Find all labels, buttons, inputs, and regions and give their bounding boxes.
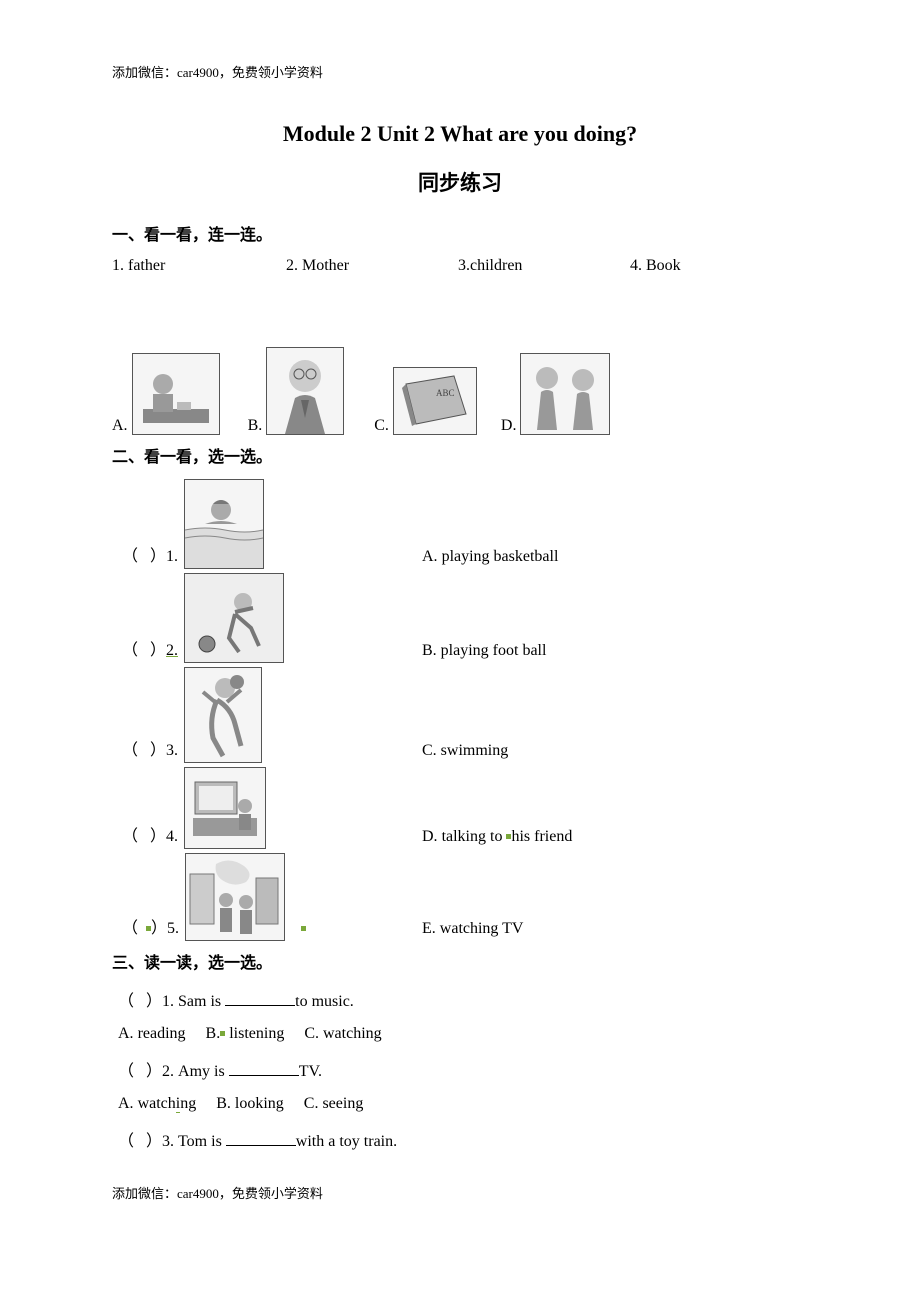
s1-word2-num: 2. <box>286 257 298 275</box>
s2-q3-paren: （ ）3. <box>122 736 178 763</box>
s3-q3-num: 3. <box>162 1133 174 1150</box>
s3-q3: （ ）3. Tom is with a toy train. <box>118 1127 808 1151</box>
s3-q2-oC: seeing <box>322 1095 363 1112</box>
accent-dot-icon <box>146 926 151 931</box>
s1-word1: father <box>128 257 165 275</box>
s2-a5: watching TV <box>440 920 524 937</box>
section1-heading: 一、看一看，连一连。 <box>112 221 808 245</box>
footer-note: 添加微信：car4900，免费领小学资料 <box>112 1183 808 1202</box>
s1-imgB-label: B. <box>248 417 263 435</box>
s1-word1-num: 1. <box>112 257 124 275</box>
title-chinese: 同步练习 <box>112 167 808 197</box>
s2-a3: swimming <box>441 742 509 759</box>
s2-a2: playing foot ball <box>441 642 547 659</box>
s3-q1-oA: reading <box>138 1025 186 1042</box>
s1-word4: Book <box>646 257 681 275</box>
s3-q1-stem-a: Sam is <box>178 993 225 1010</box>
svg-text:ABC: ABC <box>436 388 455 398</box>
s1-imgC: ABC <box>393 367 477 435</box>
s2-a4: talking to <box>442 828 507 845</box>
s2-row4: （ ）4. D. talking to his friend <box>112 767 808 849</box>
s3-q2-oB-l: B. <box>216 1095 231 1112</box>
s1-imgC-label: C. <box>374 417 389 435</box>
s2-row5: （ ）5. E. watching TV <box>112 853 808 941</box>
s3-q2-oC-l: C. <box>304 1095 319 1112</box>
s2-img4 <box>184 767 266 849</box>
s3-q2-oB: looking <box>235 1095 284 1112</box>
s1-imgA-label: A. <box>112 417 128 435</box>
s2-a2-label: B. <box>422 642 437 659</box>
s2-img3 <box>184 667 262 763</box>
s2-a3-label: C. <box>422 742 437 759</box>
s1-imgD <box>520 353 610 435</box>
s1-imgB <box>266 347 344 435</box>
s2-img1 <box>184 479 264 569</box>
s2-q1-num: 1. <box>166 548 178 565</box>
s3-q1-num: 1. <box>162 993 174 1010</box>
title-english: Module 2 Unit 2 What are you doing? <box>112 121 808 147</box>
s2-q1-paren: （ ）1. <box>122 542 178 569</box>
s2-q5-num: 5. <box>167 920 179 937</box>
s3-q1-oB-l: B. <box>206 1025 221 1042</box>
s2-row1: （ ）1. A. playing basketball <box>112 479 808 569</box>
blank-line <box>225 989 295 1006</box>
s2-row2: （ ）2. B. playing foot ball <box>112 573 808 663</box>
s2-a1-label: A. <box>422 548 438 565</box>
s2-img2 <box>184 573 284 663</box>
blank-line <box>229 1059 299 1076</box>
s2-q4-num: 4. <box>166 828 178 845</box>
s2-a4b: his friend <box>511 828 572 845</box>
section1-images: A. B. C. ABC D. <box>112 347 808 435</box>
s3-q3-stem-a: Tom is <box>178 1133 226 1150</box>
s3-q1-oB: listening <box>225 1025 284 1042</box>
s2-q2-num: 2. <box>166 642 178 659</box>
blank-line <box>226 1129 296 1146</box>
s3-q2-opts: A. watching B. looking C. seeing <box>118 1095 808 1113</box>
accent-dot-icon <box>301 926 306 931</box>
s1-imgD-label: D. <box>501 417 517 435</box>
s2-a1: playing basketball <box>442 548 559 565</box>
section3-heading: 三、读一读，选一选。 <box>112 949 808 973</box>
s3-q1-stem-b: to music. <box>295 993 354 1010</box>
s3-q2-num: 2. <box>162 1063 174 1080</box>
s1-word4-num: 4. <box>630 257 642 275</box>
s1-imgA <box>132 353 220 435</box>
s3-q1-oC: watching <box>323 1025 382 1042</box>
s2-q4-paren: （ ）4. <box>122 822 178 849</box>
section2-heading: 二、看一看，选一选。 <box>112 443 808 467</box>
s3-q1-opts: A. reading B. listening C. watching <box>118 1025 808 1043</box>
s3-q2-stem-a: Amy is <box>178 1063 229 1080</box>
s3-q2-oA-l: A. <box>118 1095 134 1112</box>
s2-q5-paren: （ ）5. <box>122 914 179 941</box>
s1-word3: children <box>470 257 522 275</box>
s2-img5 <box>185 853 285 941</box>
s1-word2: Mother <box>302 257 349 275</box>
s3-q1: （ ）1. Sam is to music. <box>118 987 808 1011</box>
s3-q3-stem-b: with a toy train. <box>296 1133 397 1150</box>
s1-word3-num: 3. <box>458 257 470 275</box>
header-note: 添加微信：car4900，免费领小学资料 <box>112 62 808 81</box>
worksheet-page: 添加微信：car4900，免费领小学资料 Module 2 Unit 2 Wha… <box>0 0 920 1242</box>
s2-a5-label: E. <box>422 920 436 937</box>
s3-q2: （ ）2. Amy is TV. <box>118 1057 808 1081</box>
s3-q1-oA-l: A. <box>118 1025 134 1042</box>
s3-q2-stem-b: TV. <box>299 1063 322 1080</box>
s2-row3: （ ）3. C. swimming <box>112 667 808 763</box>
section1-words: 1. father 2. Mother 3.children 4. Book <box>112 257 808 275</box>
s2-q2-paren: （ ）2. <box>122 636 178 663</box>
s3-q1-oC-l: C. <box>304 1025 319 1042</box>
s2-a4-label: D. <box>422 828 438 845</box>
s2-q3-num: 3. <box>166 742 178 759</box>
